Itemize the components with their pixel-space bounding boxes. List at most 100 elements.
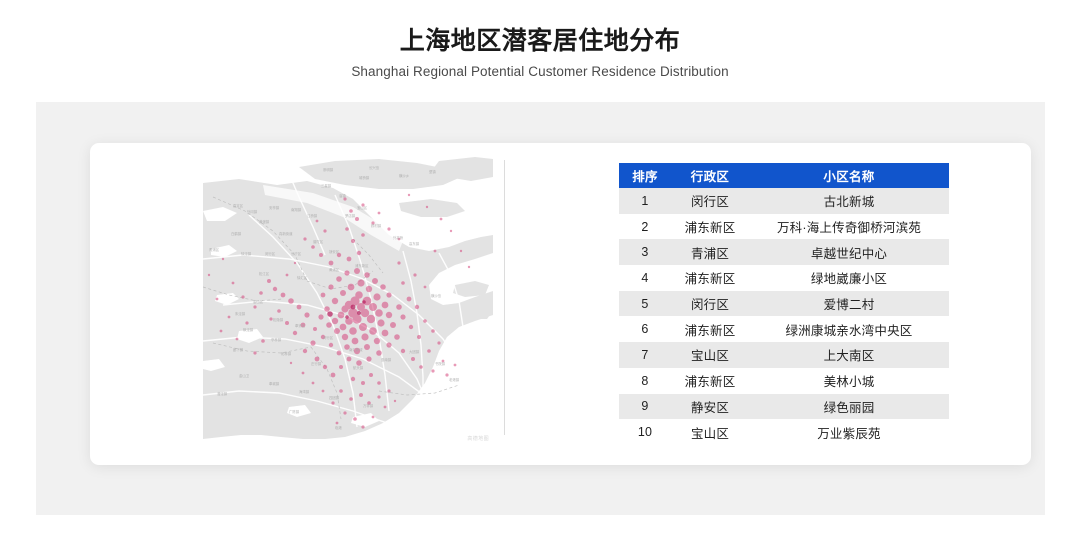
svg-text:亭林镇: 亭林镇 [271, 337, 282, 342]
cell-rank: 7 [619, 342, 671, 368]
svg-text:黄浦区: 黄浦区 [329, 267, 340, 272]
svg-text:枫泾镇: 枫泾镇 [243, 327, 254, 332]
svg-text:崇明镇: 崇明镇 [323, 167, 334, 172]
cell-rank: 8 [619, 367, 671, 394]
cell-rank: 9 [619, 393, 671, 420]
svg-text:普陀区: 普陀区 [313, 239, 324, 244]
svg-text:青浦区: 青浦区 [209, 247, 220, 252]
svg-text:航头镇: 航头镇 [353, 365, 364, 370]
svg-text:廊下镇: 廊下镇 [233, 347, 244, 352]
table-row[interactable]: 10 宝山区 万业紫辰苑 [619, 419, 949, 445]
cell-community: 万科·海上传奇御桥河滨苑 [749, 213, 949, 240]
cell-district: 浦东新区 [671, 213, 749, 240]
table-row[interactable]: 1 闵行区 古北新城 [619, 188, 949, 214]
svg-text:嘉定区: 嘉定区 [233, 203, 244, 208]
table-row[interactable]: 6 浦东新区 绿洲康城亲水湾中央区 [619, 316, 949, 343]
svg-text:江桥镇: 江桥镇 [307, 213, 318, 218]
table-row[interactable]: 9 静安区 绿色丽园 [619, 393, 949, 420]
cell-community: 绿色丽园 [749, 393, 949, 420]
svg-text:漕泾镇: 漕泾镇 [217, 391, 228, 396]
cell-community: 卓越世纪中心 [749, 239, 949, 266]
svg-text:徐汇区: 徐汇区 [297, 275, 308, 280]
svg-text:书院镇: 书院镇 [435, 361, 446, 366]
svg-text:城桥镇: 城桥镇 [359, 175, 370, 180]
page-subtitle: Shanghai Regional Potential Customer Res… [351, 64, 729, 80]
svg-text:静安区: 静安区 [329, 249, 340, 254]
cell-district: 静安区 [671, 393, 749, 420]
cell-rank: 4 [619, 265, 671, 291]
cell-district: 浦东新区 [671, 265, 749, 291]
cell-district: 青浦区 [671, 239, 749, 266]
table-row[interactable]: 8 浦东新区 美林小城 [619, 367, 949, 394]
svg-text:横沙岛: 横沙岛 [431, 293, 442, 298]
svg-text:闵行区: 闵行区 [323, 335, 334, 340]
column-header-district[interactable]: 行政区 [671, 163, 749, 188]
cell-district: 闵行区 [671, 290, 749, 317]
cell-rank: 6 [619, 316, 671, 343]
column-header-rank[interactable]: 排序 [619, 163, 671, 188]
table-row[interactable]: 7 宝山区 上大南区 [619, 342, 949, 368]
cell-rank: 5 [619, 290, 671, 317]
svg-text:大团镇: 大团镇 [409, 349, 420, 354]
table-row[interactable]: 3 青浦区 卓越世纪中心 [619, 239, 949, 266]
table-header-row: 排序 行政区 小区名称 [619, 163, 949, 188]
cell-community: 绿洲康城亲水湾中央区 [749, 316, 949, 343]
svg-text:临港: 临港 [335, 425, 342, 430]
svg-text:高东镇: 高东镇 [409, 241, 420, 246]
svg-text:南汇新城: 南汇新城 [349, 347, 363, 352]
svg-text:外高桥: 外高桥 [393, 235, 404, 240]
table-header: 排序 行政区 小区名称 [619, 163, 949, 188]
table-body: 1 闵行区 古北新城 2 浦东新区 万科·海上传奇御桥河滨苑 3 青浦区 卓越世… [619, 188, 949, 445]
svg-text:黄渡镇: 黄渡镇 [259, 219, 270, 224]
column-header-community[interactable]: 小区名称 [749, 163, 949, 188]
svg-text:宝山区: 宝山区 [357, 205, 368, 210]
svg-text:横沙乡: 横沙乡 [399, 173, 410, 178]
map-watermark: 高德地图 [467, 436, 489, 442]
svg-text:外冈镇: 外冈镇 [247, 209, 258, 214]
content-panel: 崇明镇 长兴岛 横沙乡 堡镇 城桥镇 三星镇 庙镇 宝山区 罗店镇 顾村镇 外高桥 高东镇 … [36, 102, 1045, 515]
svg-text:金山卫: 金山卫 [239, 373, 250, 378]
svg-text:长兴岛: 长兴岛 [369, 165, 380, 170]
cell-district: 宝山区 [671, 419, 749, 445]
svg-text:松江区: 松江区 [259, 271, 270, 276]
svg-text:庄行镇: 庄行镇 [311, 361, 322, 366]
cell-community: 上大南区 [749, 342, 949, 368]
cell-district: 闵行区 [671, 188, 749, 214]
cell-community: 古北新城 [749, 188, 949, 214]
cell-rank: 1 [619, 188, 671, 214]
svg-text:金山区: 金山区 [253, 299, 264, 304]
svg-text:徐泾镇: 徐泾镇 [241, 251, 252, 256]
page-title: 上海地区潜客居住地分布 [399, 27, 681, 55]
ranking-table-container: 排序 行政区 小区名称 1 闵行区 古北新城 2 浦东新区 万科·海上传奇御桥河… [619, 163, 949, 445]
cell-community: 美林小城 [749, 367, 949, 394]
map-container[interactable]: 崇明镇 长兴岛 横沙乡 堡镇 城桥镇 三星镇 庙镇 宝山区 罗店镇 顾村镇 外高桥 高东镇 … [203, 155, 493, 445]
table-row[interactable]: 5 闵行区 爱博二村 [619, 290, 949, 317]
cell-district: 浦东新区 [671, 316, 749, 343]
cell-community: 绿地崴廉小区 [749, 265, 949, 291]
content-card: 崇明镇 长兴岛 横沙乡 堡镇 城桥镇 三星镇 庙镇 宝山区 罗店镇 顾村镇 外高桥 高东镇 … [90, 143, 1031, 465]
cell-rank: 10 [619, 419, 671, 445]
svg-text:奉城镇: 奉城镇 [269, 381, 280, 386]
svg-text:奉贤区: 奉贤区 [295, 323, 306, 328]
svg-text:海湾镇: 海湾镇 [299, 389, 310, 394]
svg-text:南翔镇: 南翔镇 [291, 207, 302, 212]
svg-text:长宁区: 长宁区 [291, 251, 302, 256]
svg-text:四团镇: 四团镇 [329, 395, 340, 400]
table-row[interactable]: 4 浦东新区 绿地崴廉小区 [619, 265, 949, 291]
svg-text:浦东新区: 浦东新区 [355, 263, 369, 268]
svg-text:白鹤镇: 白鹤镇 [231, 231, 242, 236]
cell-community: 爱博二村 [749, 290, 949, 317]
svg-text:闵行区: 闵行区 [265, 251, 276, 256]
svg-text:惠南镇: 惠南镇 [381, 357, 392, 362]
cell-district: 宝山区 [671, 342, 749, 368]
ranking-table: 排序 行政区 小区名称 1 闵行区 古北新城 2 浦东新区 万科·海上传奇御桥河… [619, 163, 949, 445]
svg-text:三星镇: 三星镇 [321, 183, 332, 188]
svg-text:真新街道: 真新街道 [279, 231, 293, 236]
svg-text:安亭镇: 安亭镇 [269, 205, 280, 210]
svg-text:柘林镇: 柘林镇 [281, 351, 292, 356]
svg-text:顾村镇: 顾村镇 [371, 223, 382, 228]
page-header: 上海地区潜客居住地分布 Shanghai Regional Potential … [0, 0, 1080, 79]
table-row[interactable]: 2 浦东新区 万科·海上传奇御桥河滨苑 [619, 213, 949, 240]
cell-community: 万业紫辰苑 [749, 419, 949, 445]
